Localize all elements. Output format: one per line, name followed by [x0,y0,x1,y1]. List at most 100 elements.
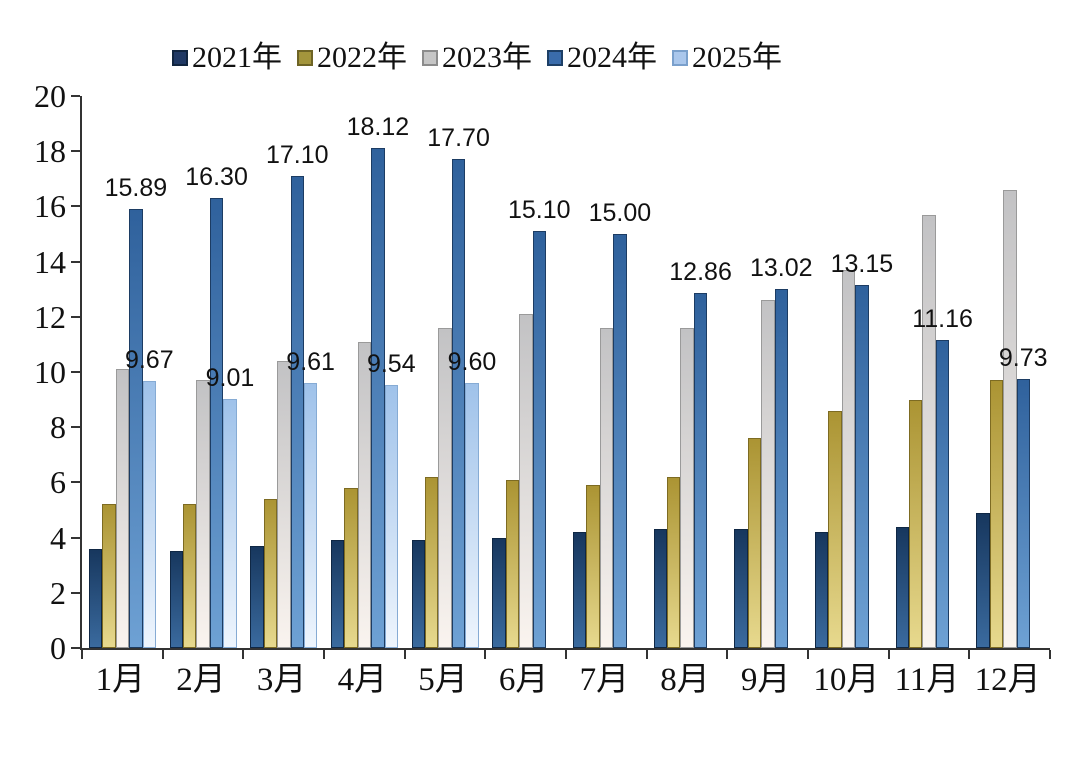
data-label-2024年-4月: 18.12 [346,112,410,141]
y-axis-tick-mark [71,591,80,594]
bar-2023年-6月 [519,314,533,648]
bar-2025年-1月 [142,381,156,648]
legend-label: 2024年 [567,41,657,74]
data-label-2024年-1月: 15.89 [104,174,168,203]
bar-2024年-11月 [935,339,950,648]
bar-2022年-3月 [263,498,278,648]
bar-2025年-5月 [465,383,479,648]
bar-2024年-10月 [855,285,869,648]
data-label-2024年-2月: 16.30 [185,163,248,192]
y-axis-tick-mark [71,371,80,373]
bar-2025年-2月 [223,399,237,648]
bar-2024年-2月 [209,198,224,648]
bar-2024年-7月 [613,234,627,648]
x-axis-category-label: 4月 [337,662,388,698]
legend-label: 2021年 [192,41,282,74]
legend-swatch-icon [422,50,438,66]
bar-2023年-11月 [922,214,936,648]
bar-2021年-12月 [976,512,990,648]
data-label-2025年-4月: 9.54 [366,349,416,378]
legend-label: 2022年 [317,41,407,74]
bar-2022年-7月 [586,485,600,648]
bar-2021年-11月 [895,526,910,648]
bar-2022年-2月 [183,504,197,648]
y-axis-tick-mark [71,481,80,484]
x-axis-tick-mark [161,650,164,659]
data-label-2025年-1月: 9.67 [124,346,174,375]
bar-2021年-4月 [331,540,345,648]
bar-2022年-6月 [505,479,520,648]
plot-area: 15.89 16.30 17.10 18.12 17.70 15.10 15.00 12.86… [80,96,1050,650]
x-axis-tick-mark [323,650,325,659]
y-axis-tick-mark [71,536,80,539]
bar-2021年-3月 [250,545,264,648]
bar-2024年-6月 [532,231,546,648]
y-axis-tick-mark [71,95,80,97]
bar-2022年-10月 [828,410,842,648]
bar-2022年-5月 [425,476,439,648]
y-axis-tick-label: 16 [34,188,66,225]
y-axis-tick-mark [71,150,80,153]
x-axis-tick-mark [81,650,83,659]
bar-2023年-1月 [115,369,130,648]
y-axis-tick-mark [71,647,80,649]
x-axis-category-label: 7月 [579,662,630,698]
y-axis-tick-label: 12 [34,298,66,335]
y-axis-tick-label: 4 [50,519,66,556]
legend-swatch-icon [172,50,188,66]
y-axis-tick-mark [71,426,80,429]
legend-label: 2023年 [442,41,532,74]
x-axis-category-label: 11月 [894,662,960,698]
bar-2021年-10月 [815,532,829,648]
data-label-2025年-2月: 9.01 [205,364,255,393]
x-axis-tick-mark [565,650,567,659]
data-label-2024年-7月: 15.00 [588,199,652,227]
bar-2022年-12月 [989,380,1004,648]
data-label-2024年-6月: 15.10 [507,196,571,225]
x-axis-category-label: 2月 [176,662,226,698]
data-label-2024年-3月: 17.10 [265,141,329,170]
legend-item-2025年: 2025年 [672,43,782,73]
bar-2022年-4月 [344,487,358,648]
bar-2023年-2月 [196,380,210,648]
bar-2022年-9月 [747,438,762,648]
y-axis-tick-label: 20 [34,78,66,114]
bar-2022年-11月 [909,399,923,648]
x-axis-category-label: 3月 [256,662,307,698]
x-axis-category-label: 12月 [974,662,1041,698]
y-axis-tick-mark [71,315,80,318]
bar-2022年-1月 [102,504,116,648]
bar-2023年-3月 [277,360,291,648]
y-axis-tick-mark [71,260,80,263]
data-label-2025年-3月: 9.61 [286,347,335,376]
data-label-2025年-5月: 9.60 [447,348,497,377]
x-axis-tick-mark [403,650,406,659]
bar-2024年-1月 [129,209,143,648]
data-label-2024年-5月: 17.70 [427,124,490,153]
x-axis-category-label: 6月 [498,662,549,698]
x-axis-category-label: 5月 [418,662,468,698]
legend-item-2024年: 2024年 [547,43,657,73]
legend-item-2023年: 2023年 [422,43,532,73]
bar-2023年-12月 [1003,189,1017,648]
y-axis-tick-label: 0 [50,630,66,666]
y-axis-tick-mark [71,205,80,208]
x-axis-tick-mark [242,650,245,659]
bar-2024年-8月 [693,293,708,648]
x-axis-tick-mark [645,650,648,659]
bar-2023年-7月 [599,327,614,648]
data-label-2024年-8月: 12.86 [669,258,732,287]
bar-2023年-4月 [357,341,372,648]
data-label-2024年-9月: 13.02 [749,253,813,282]
legend-item-2021年: 2021年 [172,43,282,73]
x-axis-tick-mark [484,650,487,659]
bar-2024年-5月 [451,159,466,648]
legend-swatch-icon [672,50,688,66]
x-axis-category-label: 10月 [813,662,880,698]
legend-item-2022年: 2022年 [297,43,407,73]
bar-2021年-2月 [169,551,184,648]
bar-2023年-9月 [761,300,775,648]
bar-2024年-9月 [774,288,788,648]
bar-2024年-12月 [1016,379,1030,648]
